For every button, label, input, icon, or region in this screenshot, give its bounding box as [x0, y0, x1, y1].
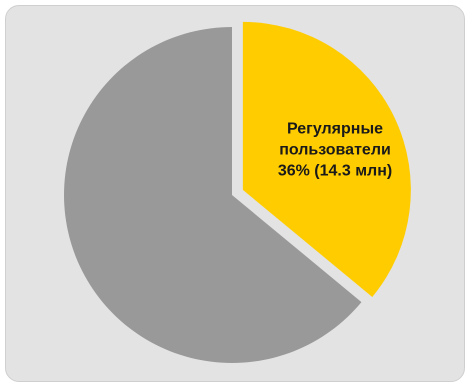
- slice-label-line-3: 36% (14.3 млн): [278, 162, 392, 179]
- pie-slice-1: [242, 21, 411, 297]
- slice-label-line-1: Регулярные: [287, 120, 383, 137]
- pie-slice-2: [64, 27, 362, 364]
- pie-slices: [64, 21, 411, 364]
- slice-label-line-2: пользователи: [279, 141, 391, 158]
- pie-labels: Регулярные пользователи 36% (14.3 млн): [278, 120, 392, 179]
